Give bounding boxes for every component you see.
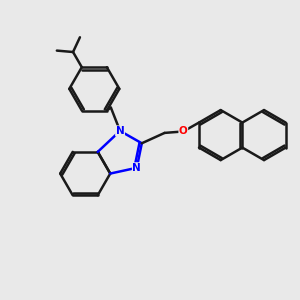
- Text: O: O: [179, 126, 188, 136]
- Text: N: N: [116, 126, 124, 136]
- Text: N: N: [132, 163, 141, 173]
